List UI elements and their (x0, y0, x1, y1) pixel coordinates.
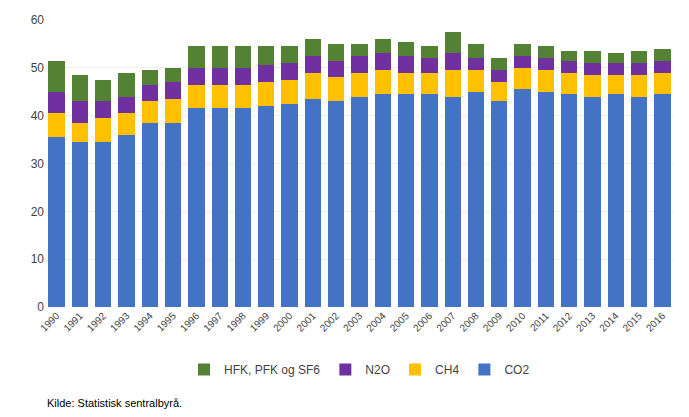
svg-text:1990: 1990 (38, 310, 62, 334)
svg-text:60: 60 (31, 13, 45, 27)
svg-text:30: 30 (31, 157, 45, 171)
svg-text:2008: 2008 (457, 310, 481, 334)
svg-text:2015: 2015 (620, 310, 644, 334)
svg-text:1991: 1991 (61, 310, 85, 334)
svg-text:Kilde: Statistisk sentralbyrå.: Kilde: Statistisk sentralbyrå. (47, 397, 182, 409)
svg-text:2013: 2013 (574, 310, 598, 334)
svg-text:1998: 1998 (224, 310, 248, 334)
svg-text:1992: 1992 (85, 310, 109, 334)
svg-text:1999: 1999 (248, 310, 272, 334)
svg-text:1993: 1993 (108, 310, 132, 334)
svg-text:20: 20 (31, 205, 45, 219)
svg-text:2000: 2000 (271, 310, 295, 334)
svg-text:2002: 2002 (318, 310, 342, 334)
svg-text:1997: 1997 (201, 310, 225, 334)
svg-text:10: 10 (31, 252, 45, 266)
svg-text:2006: 2006 (411, 310, 435, 334)
svg-text:1996: 1996 (178, 310, 202, 334)
svg-text:1995: 1995 (155, 310, 179, 334)
svg-text:2005: 2005 (388, 310, 412, 334)
svg-text:N2O: N2O (365, 363, 390, 377)
svg-text:CO2: CO2 (504, 363, 529, 377)
svg-text:2004: 2004 (364, 310, 388, 334)
svg-text:50: 50 (31, 61, 45, 75)
svg-text:2010: 2010 (504, 310, 528, 334)
svg-text:2014: 2014 (597, 310, 621, 334)
svg-text:2007: 2007 (434, 310, 458, 334)
svg-text:2011: 2011 (528, 310, 551, 333)
svg-text:2016: 2016 (644, 310, 668, 334)
svg-text:2012: 2012 (551, 310, 575, 334)
svg-text:HFK, PFK og SF6: HFK, PFK og SF6 (224, 363, 320, 377)
svg-text:2009: 2009 (481, 310, 505, 334)
svg-text:CH4: CH4 (435, 363, 459, 377)
svg-text:40: 40 (31, 109, 45, 123)
svg-text:2003: 2003 (341, 310, 365, 334)
svg-text:0: 0 (37, 300, 44, 314)
svg-text:1994: 1994 (131, 310, 155, 334)
svg-text:2001: 2001 (294, 310, 318, 334)
